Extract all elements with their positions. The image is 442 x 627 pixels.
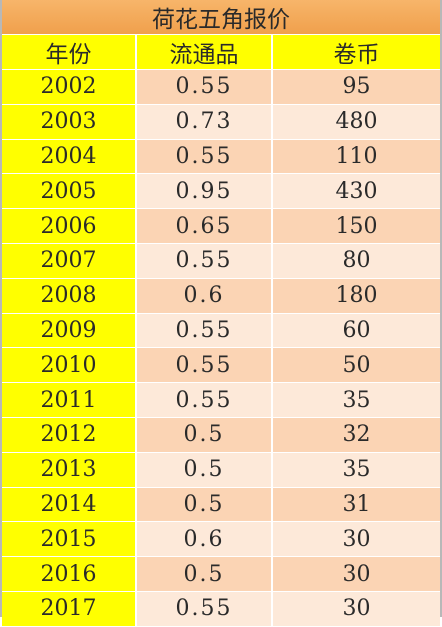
roll-price-cell: 110 [271,139,440,175]
roll-price-cell: 180 [271,278,440,314]
roll-price-cell: 50 [271,347,440,384]
year-cell: 2016 [2,556,136,592]
circulation-price-cell: 0.73 [135,104,272,140]
circulation-price-cell: 0.55 [135,313,272,349]
roll-price-cell: 150 [271,208,440,244]
roll-price-cell: 30 [271,591,440,627]
sheet-title: 荷花五角报价 [2,0,440,35]
circulation-price-cell: 0.5 [135,452,272,488]
roll-price-cell: 80 [271,243,440,279]
header-row: 年份 流通品 卷币 [2,35,440,70]
circulation-price-cell: 0.55 [135,139,272,175]
year-cell: 2009 [2,313,136,349]
circulation-price-cell: 0.55 [135,382,272,418]
table-row: 2014 0.5 31 [2,487,440,523]
table-row: 2007 0.55 80 [2,243,440,279]
roll-price-cell: 480 [271,104,440,140]
circulation-price-cell: 0.95 [135,173,272,210]
roll-price-cell: 30 [271,521,440,558]
table-row: 2012 0.5 32 [2,417,440,453]
header-roll: 卷币 [271,35,440,70]
roll-price-cell: 32 [271,417,440,453]
year-cell: 2007 [2,243,136,279]
circulation-price-cell: 0.5 [135,487,272,523]
year-cell: 2010 [2,347,136,384]
year-cell: 2015 [2,521,136,558]
circulation-price-cell: 0.55 [135,243,272,279]
year-cell: 2011 [2,382,136,418]
year-cell: 2006 [2,208,136,244]
year-cell: 2012 [2,417,136,453]
circulation-price-cell: 0.55 [135,347,272,384]
year-cell: 2008 [2,278,136,314]
circulation-price-cell: 0.65 [135,208,272,244]
roll-price-cell: 35 [271,382,440,418]
year-cell: 2013 [2,452,136,488]
year-cell: 2003 [2,104,136,140]
year-cell: 2005 [2,173,136,210]
circulation-price-cell: 0.6 [135,521,272,558]
table-row: 2008 0.6 180 [2,278,440,314]
table-row: 2009 0.55 60 [2,313,440,349]
roll-price-cell: 30 [271,556,440,592]
table-row: 2013 0.5 35 [2,452,440,488]
circulation-price-cell: 0.55 [135,591,272,627]
roll-price-cell: 31 [271,487,440,523]
circulation-price-cell: 0.5 [135,417,272,453]
price-table: 年份 流通品 卷币 2002 0.55 95 2003 0.73 480 2004 0.55 1… [2,35,440,627]
table-row: 2004 0.55 110 [2,139,440,175]
year-cell: 2002 [2,69,136,105]
table-row: 2010 0.55 50 [2,347,440,384]
year-cell: 2004 [2,139,136,175]
header-year: 年份 [2,35,136,70]
circulation-price-cell: 0.5 [135,556,272,592]
header-circulation: 流通品 [135,35,272,70]
table-row: 2005 0.95 430 [2,173,440,210]
circulation-price-cell: 0.55 [135,69,272,105]
roll-price-cell: 35 [271,452,440,488]
table-row: 2011 0.55 35 [2,382,440,418]
year-cell: 2014 [2,487,136,523]
table-row: 2016 0.5 30 [2,556,440,592]
year-cell: 2017 [2,591,136,627]
roll-price-cell: 95 [271,69,440,105]
table-row: 2002 0.55 95 [2,69,440,105]
table-row: 2003 0.73 480 [2,104,440,140]
circulation-price-cell: 0.6 [135,278,272,314]
table-row: 2017 0.55 30 [2,591,440,627]
roll-price-cell: 430 [271,173,440,210]
table-row: 2015 0.6 30 [2,521,440,558]
table-row: 2006 0.65 150 [2,208,440,244]
roll-price-cell: 60 [271,313,440,349]
